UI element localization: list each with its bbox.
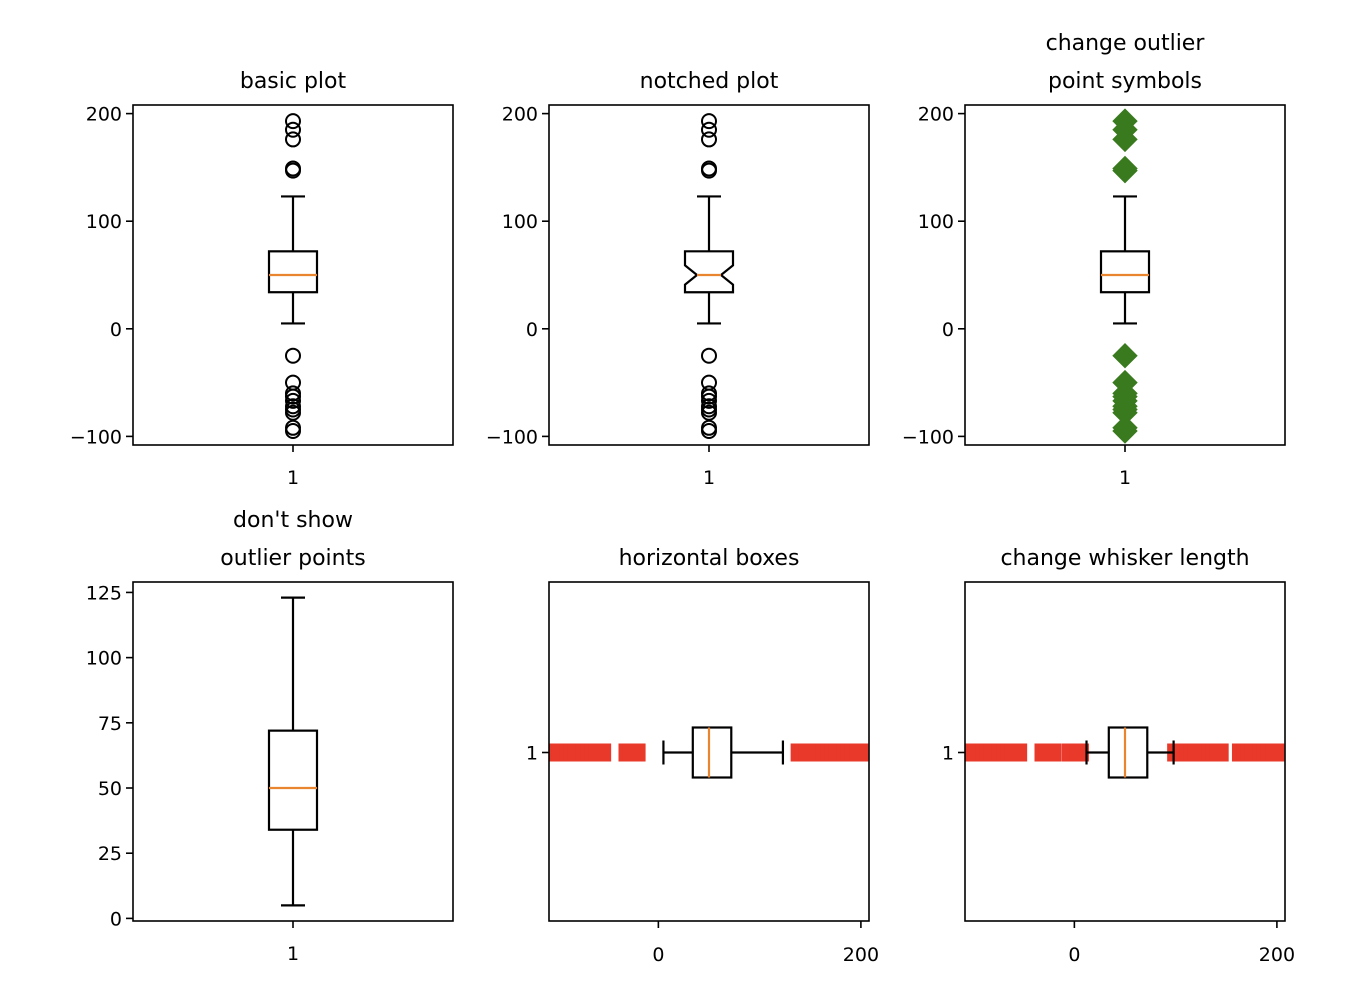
flier-point <box>701 392 717 409</box>
flier-point <box>701 401 717 418</box>
y-tick-label: 1 <box>942 743 954 765</box>
x-tick-label: 200 <box>843 944 879 966</box>
y-tick-label: 200 <box>502 104 538 126</box>
flier-group <box>965 743 1285 762</box>
subplot-5: horizontal boxes 1 0 200 <box>526 546 879 966</box>
chart-title-line: point symbols <box>1048 69 1202 94</box>
subplot-6: change whisker length 1 0 200 <box>942 546 1295 966</box>
y-tick-label: 0 <box>942 319 954 341</box>
subplot-4: don't show outlier points 0 25 50 75 100 125 1 <box>86 508 454 965</box>
y-tick-label: −100 <box>486 426 538 448</box>
flier-point <box>701 162 717 179</box>
flier-point <box>1209 743 1229 762</box>
y-tick-label: 1 <box>526 743 538 765</box>
y-tick-label: 50 <box>98 778 122 800</box>
flier-point <box>285 347 301 364</box>
y-tick-label: 200 <box>918 104 954 126</box>
iqr-box <box>1099 250 1151 294</box>
y-tick-label: 100 <box>918 211 954 233</box>
flier-point <box>285 388 301 405</box>
y-tick-label: 75 <box>98 713 122 735</box>
flier-point <box>285 121 301 138</box>
y-tick-label: 0 <box>526 319 538 341</box>
chart-title-line: change outlier <box>1046 31 1206 56</box>
x-tick-label: 1 <box>287 943 299 965</box>
flier-point <box>285 404 301 421</box>
subplot-3: change outlier point symbols −100 0 100 200 1 <box>902 31 1286 489</box>
y-tick-label: 100 <box>502 211 538 233</box>
flier-point <box>1112 418 1138 444</box>
flier-point <box>849 743 869 762</box>
axes-frame <box>132 104 454 446</box>
flier-point <box>285 113 301 130</box>
axes-frame <box>964 581 1286 922</box>
axes-frame <box>964 104 1286 446</box>
y-tick-label: 125 <box>86 582 122 604</box>
flier-point <box>701 113 717 130</box>
axes-frame <box>548 104 870 446</box>
notched-box <box>683 250 735 294</box>
chart-title-line: outlier points <box>220 546 365 571</box>
x-tick-label: 200 <box>1259 944 1295 966</box>
flier-point <box>285 401 301 418</box>
y-tick-label: 100 <box>86 211 122 233</box>
flier-point <box>285 419 301 436</box>
y-tick-label: −100 <box>902 426 954 448</box>
flier-point <box>285 131 301 148</box>
y-tick-label: 25 <box>98 843 122 865</box>
flier-point <box>701 131 717 148</box>
flier-point <box>285 392 301 409</box>
x-tick-label: 0 <box>652 944 664 966</box>
flier-point <box>592 743 612 762</box>
iqr-box <box>267 729 319 831</box>
subplot-1: basic plot −100 0 100 200 1 <box>70 69 454 489</box>
x-tick-label: 1 <box>1119 467 1131 489</box>
x-tick-label: 1 <box>287 467 299 489</box>
flier-point <box>1069 743 1089 762</box>
axes-frame <box>548 581 870 922</box>
flier-group <box>549 743 869 762</box>
chart-title-line: horizontal boxes <box>619 546 800 571</box>
flier-point <box>1112 126 1138 153</box>
flier-point <box>1112 342 1138 369</box>
y-tick-label: 200 <box>86 104 122 126</box>
iqr-box <box>267 250 319 294</box>
flier-point <box>1112 157 1138 184</box>
chart-title-line: change whisker length <box>1000 546 1249 571</box>
flier-point <box>701 388 717 405</box>
chart-title-line: don't show <box>233 508 353 533</box>
y-tick-label: 0 <box>110 319 122 341</box>
flier-point <box>285 162 301 179</box>
x-tick-label: 0 <box>1068 944 1080 966</box>
chart-title-line: basic plot <box>240 69 347 94</box>
y-tick-label: −100 <box>70 426 122 448</box>
flier-point <box>701 404 717 421</box>
y-tick-label: 0 <box>110 908 122 930</box>
flier-point <box>701 419 717 436</box>
iqr-box <box>691 726 733 779</box>
flier-point <box>701 423 717 440</box>
flier-point <box>1265 743 1285 762</box>
flier-point <box>701 347 717 364</box>
flier-point <box>626 743 646 762</box>
iqr-box <box>1107 726 1149 779</box>
chart-title-line: notched plot <box>640 69 779 94</box>
y-tick-label: 100 <box>86 648 122 670</box>
axes-frame <box>132 581 454 922</box>
flier-point <box>285 423 301 440</box>
flier-point <box>701 121 717 138</box>
subplot-2: notched plot −100 0 100 200 1 <box>486 69 870 489</box>
flier-point <box>1008 743 1028 762</box>
x-tick-label: 1 <box>703 467 715 489</box>
flier-point <box>1042 743 1062 762</box>
